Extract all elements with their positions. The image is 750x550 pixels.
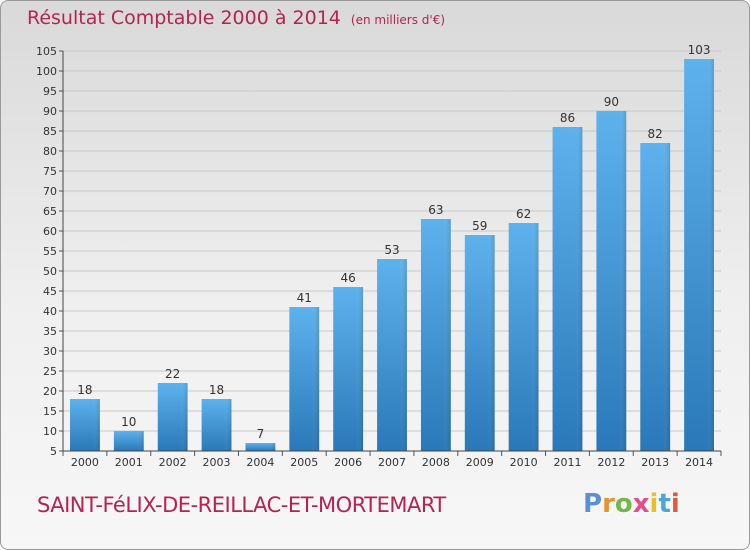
y-tick-label: 20: [43, 385, 57, 398]
bar-value-label: 53: [384, 243, 399, 257]
logo-letter: r: [602, 489, 615, 519]
x-tick-label: 2002: [159, 456, 187, 469]
y-tick-label: 30: [43, 345, 57, 358]
bar-value-label: 63: [428, 203, 443, 217]
bar-shade: [706, 59, 714, 451]
bar-shade: [443, 219, 451, 451]
y-tick-label: 60: [43, 225, 57, 238]
bar-shade: [92, 399, 100, 451]
x-tick-label: 2014: [685, 456, 713, 469]
y-tick-label: 75: [43, 165, 57, 178]
axes: [62, 51, 721, 452]
x-tick-label: 2011: [553, 456, 581, 469]
bar-value-label: 10: [121, 415, 136, 429]
x-tick-label: 2006: [334, 456, 362, 469]
bar-value-label: 103: [688, 43, 711, 57]
logo-letter: t: [658, 489, 671, 519]
bar-value-label: 41: [297, 291, 312, 305]
x-axis-ticks: 2000 2001 2002 2003 2004 2005 2006 2007 2008 2009…: [62, 451, 722, 469]
y-tick-label: 40: [43, 305, 57, 318]
bar-value-label: 62: [516, 207, 531, 221]
chart-title: Résultat Comptable 2000 à 2014 (en millie…: [27, 7, 445, 29]
x-tick-label: 2003: [203, 456, 231, 469]
bar-2004: [245, 443, 276, 451]
x-tick-label: 2010: [510, 456, 538, 469]
logo-letter: o: [614, 489, 633, 519]
y-tick-label: 5: [50, 445, 57, 458]
y-tick-label: 15: [43, 405, 57, 418]
x-tick-label: 2012: [597, 456, 625, 469]
x-tick-label: 2000: [71, 456, 99, 469]
y-tick-label: 95: [43, 85, 57, 98]
y-tick-label: 100: [36, 65, 57, 78]
bar-shade: [531, 223, 539, 451]
chart-title-text: Résultat Comptable 2000 à 2014: [27, 7, 341, 29]
chart-subtitle: (en milliers d'€): [350, 13, 446, 27]
bar-shade: [311, 307, 320, 451]
bar-shade: [618, 111, 627, 451]
x-tick-label: 2001: [115, 456, 143, 469]
logo-letter: i: [670, 489, 680, 519]
bar-value-label: 90: [604, 95, 619, 109]
bar-value-label: 82: [648, 127, 663, 141]
bar-value-label: 22: [165, 367, 180, 381]
bar-value-label: 59: [472, 219, 487, 233]
y-tick-label: 45: [43, 285, 57, 298]
y-tick-label: 85: [43, 125, 57, 138]
y-tick-label: 55: [43, 245, 57, 258]
bar-shade: [223, 399, 232, 451]
bar-value-label: 7: [257, 427, 265, 441]
y-tick-label: 90: [43, 105, 57, 118]
y-tick-label: 70: [43, 185, 57, 198]
x-tick-label: 2005: [290, 456, 318, 469]
y-tick-label: 65: [43, 205, 57, 218]
y-axis-ticks: 5 10 15 20 25 30 35 40 45 50 55 60 65 70 75 80 85 90 95 100…: [36, 45, 63, 458]
bar-shade: [399, 259, 407, 451]
x-tick-label: 2007: [378, 456, 406, 469]
proxiti-logo: Proxiti: [583, 489, 680, 519]
bar-value-label: 18: [209, 383, 224, 397]
commune-name: SAINT-FéLIX-DE-REILLAC-ET-MORTEMART: [37, 493, 446, 517]
y-tick-label: 50: [43, 265, 57, 278]
bar-value-labels: 18 10 22 18 7 41 46 53 63 59 62 86 90 82 103: [77, 43, 710, 441]
x-tick-label: 2009: [466, 456, 494, 469]
bar-value-label: 46: [340, 271, 355, 285]
bar-shade: [267, 443, 276, 451]
bar-2001: [113, 431, 144, 451]
x-tick-label: 2008: [422, 456, 450, 469]
x-tick-label: 2004: [246, 456, 274, 469]
bar-shade: [487, 235, 495, 451]
x-tick-label: 2013: [641, 456, 669, 469]
bar-value-label: 18: [77, 383, 92, 397]
bars: [70, 59, 714, 451]
y-tick-label: 10: [43, 425, 57, 438]
y-tick-label: 35: [43, 325, 57, 338]
y-tick-label: 105: [36, 45, 57, 58]
logo-letter: i: [649, 489, 659, 519]
y-tick-label: 25: [43, 365, 57, 378]
bar-value-label: 86: [560, 111, 575, 125]
bar-shade: [180, 383, 188, 451]
logo-letter: P: [583, 489, 603, 519]
bar-shade: [574, 127, 583, 451]
logo-letter: x: [632, 489, 650, 519]
bar-shade: [136, 431, 144, 451]
y-tick-label: 80: [43, 145, 57, 158]
bar-shade: [662, 143, 671, 451]
bar-shade: [355, 287, 364, 451]
